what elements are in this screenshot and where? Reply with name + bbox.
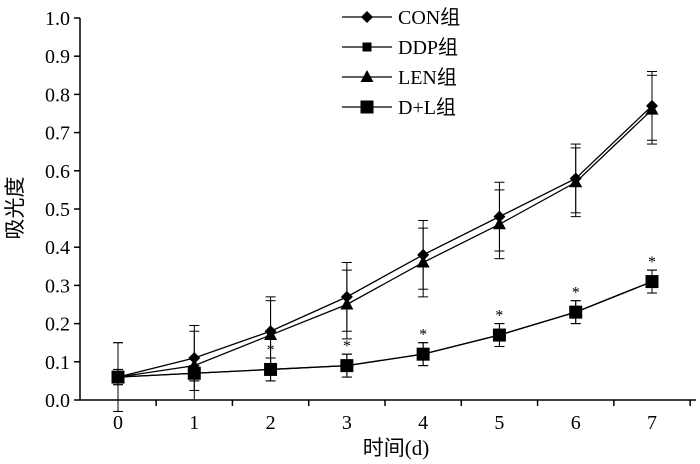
triangle-marker [416,255,430,268]
significance-marks: * * * * * * [267,254,656,359]
legend-label: D+L组 [398,96,456,119]
significance-star: * [419,327,427,344]
y-tick-label: 0.1 [45,352,70,374]
triangle-marker [492,217,506,230]
y-axis-title: 吸光度 [3,177,27,240]
series-line [117,109,653,378]
triangle-marker [340,297,354,310]
legend-label: CON组 [398,6,460,29]
large-square-marker [645,275,659,289]
y-tick-label: 0.7 [45,123,70,145]
x-tick-label: 0 [113,412,123,434]
series-line [117,105,653,378]
legend-label: DDP组 [398,36,458,59]
significance-star: * [648,254,656,271]
large-square-marker [264,362,278,376]
diamond-marker [340,290,353,303]
significance-star: * [267,342,275,359]
large-square-marker [111,370,125,384]
y-tick-label: 1.0 [45,8,70,30]
x-tick-label: 7 [647,412,657,434]
y-axis: 0.0 0.1 0.2 0.3 0.4 0.5 0.6 0.7 0.8 0.9 1.0 [45,8,81,412]
significance-star: * [343,338,351,355]
legend: CON组 DDP组 LEN组 D+L组 [342,6,460,119]
x-axis-title: 时间(d) [363,436,430,460]
x-tick-label: 4 [418,412,428,434]
y-tick-label: 0.5 [45,199,70,221]
x-tick-label: 5 [494,412,504,434]
y-tick-label: 0.3 [45,275,70,297]
series-markers [111,99,659,384]
diamond-marker [493,210,506,223]
large-square-marker [360,100,374,114]
triangle-marker [569,175,583,188]
y-tick-label: 0.8 [45,84,70,106]
large-square-marker [492,328,506,342]
series-line [117,280,653,378]
y-tick-label: 0.2 [45,314,70,336]
large-square-marker [569,305,583,319]
legend-label: LEN组 [398,66,457,89]
significance-star: * [572,285,580,302]
diamond-marker [417,248,430,261]
triangle-marker [360,70,374,82]
triangle-marker [264,328,278,341]
x-tick-label: 2 [266,412,276,434]
x-axis: 0 1 2 3 4 5 6 7 [80,399,696,434]
diamond-marker [188,351,201,364]
large-square-marker [416,347,430,361]
diamond-marker [361,11,373,23]
large-square-marker [187,366,201,380]
y-tick-label: 0.6 [45,161,70,183]
significance-star: * [495,308,503,325]
x-tick-label: 1 [189,412,199,434]
y-tick-label: 0.4 [45,237,70,259]
y-tick-label: 0.9 [45,46,70,68]
square-marker [362,42,372,52]
series-lines [117,105,653,378]
triangle-marker [645,102,659,115]
y-tick-label: 0.0 [45,390,70,412]
x-tick-label: 6 [571,412,581,434]
large-square-marker [340,359,354,373]
x-tick-label: 3 [342,412,352,434]
